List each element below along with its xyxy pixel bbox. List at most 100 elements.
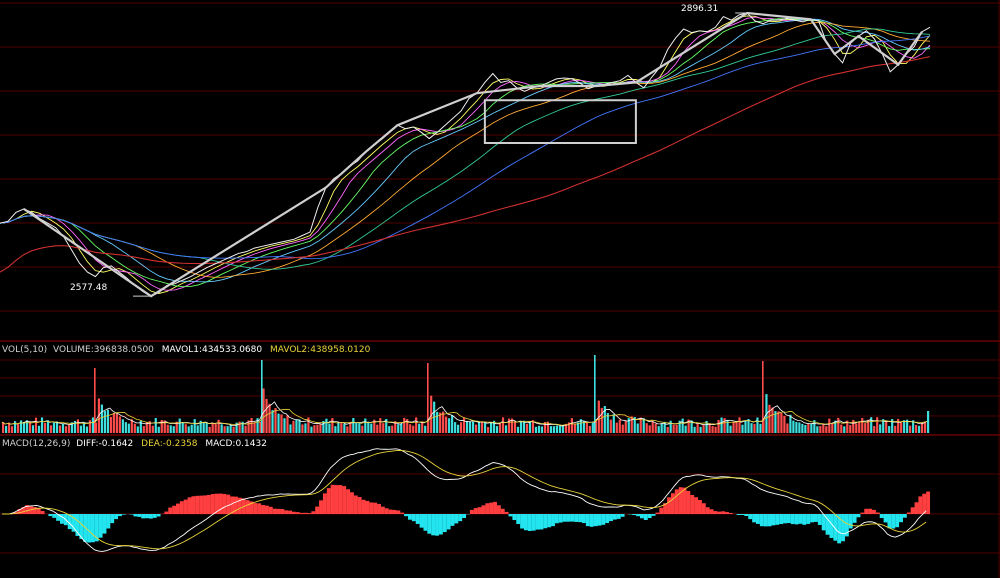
volume-bar — [753, 423, 756, 433]
price-line — [0, 12, 931, 297]
macd-histogram-bar — [551, 514, 555, 527]
consolidation-box — [483, 99, 637, 145]
macd-header: MACD(12,26,9) DIFF:-0.1642 DEA:-0.2358 M… — [2, 439, 267, 449]
macd-histogram-bar — [926, 491, 931, 514]
macd-histogram-bar — [605, 514, 610, 524]
macd-histogram-bar — [268, 506, 273, 514]
macd-histogram-bar — [276, 508, 281, 514]
volume-bar — [448, 418, 451, 433]
volume-bar — [678, 420, 681, 433]
volume-bar — [91, 417, 95, 433]
volume-bar — [909, 425, 912, 433]
macd-histogram-bar — [539, 514, 544, 530]
macd-histogram-bar — [790, 514, 795, 525]
svg-text:VOL(5,10) VOLUME:396838.: VOL(5,10) VOLUME:396838.0500 MAVOL1:4345… — [2, 345, 371, 355]
volume-bar — [651, 421, 654, 433]
volume-bar — [531, 420, 535, 433]
volume-bar — [759, 423, 762, 433]
volume-bar — [750, 423, 753, 433]
volume-bar — [795, 421, 798, 433]
volume-bar — [400, 423, 403, 433]
volume-bar — [879, 424, 882, 433]
macd-histogram-bar — [802, 514, 807, 525]
macd-histogram-bar — [21, 507, 26, 514]
volume-bar — [370, 423, 373, 433]
macd-histogram-bar — [427, 514, 432, 534]
volume-bar — [558, 425, 561, 433]
volume-bar — [82, 422, 86, 433]
macd-histogram-bar — [458, 514, 463, 522]
volume-bar — [582, 420, 585, 433]
macd-histogram-bar — [257, 503, 262, 514]
volume-bar — [492, 420, 496, 433]
dea-line — [1, 449, 927, 550]
volume-bar — [888, 426, 891, 433]
volume-bar — [771, 407, 774, 433]
macd-histogram-bar — [195, 495, 200, 514]
volume-bar — [238, 421, 241, 433]
volume-bar — [361, 425, 364, 433]
macd-histogram-bar — [508, 514, 513, 517]
macd-histogram-bar — [94, 514, 99, 542]
volume-bar — [576, 422, 579, 433]
macd-histogram-bar — [431, 514, 436, 536]
volume-bar — [28, 421, 32, 433]
macd-histogram-bar — [601, 514, 606, 525]
volume-bar — [52, 422, 56, 433]
macd-histogram-bar — [794, 514, 799, 525]
volume-spike-bar — [762, 361, 764, 433]
macd-histogram-bar — [663, 503, 668, 514]
volume-bar — [388, 426, 391, 433]
volume-bar — [894, 425, 897, 433]
macd-histogram-bar — [612, 514, 617, 520]
macd-histogram-bar — [52, 514, 57, 518]
volume-bar — [744, 420, 747, 433]
volume-bar — [768, 404, 771, 433]
volume-bar — [250, 417, 253, 433]
volume-bar — [70, 422, 74, 433]
macd-histogram-bar — [829, 514, 834, 538]
volume-bar — [876, 417, 879, 433]
volume-bar — [606, 413, 609, 433]
volume-bar — [864, 423, 867, 433]
macd-histogram-bar — [346, 489, 351, 514]
long-ma-line — [0, 56, 931, 273]
volume-bar — [337, 422, 340, 433]
macd-histogram-bar — [284, 510, 289, 514]
macd-histogram-bar — [400, 512, 405, 514]
volume-bar — [798, 422, 801, 433]
macd-histogram-bar — [110, 514, 115, 524]
volume-bar — [157, 426, 160, 433]
volume-bar — [253, 422, 256, 433]
volume-bar — [573, 423, 576, 433]
macd-histogram-bar — [717, 511, 722, 514]
macd-histogram-bar — [593, 514, 598, 527]
macd-histogram-bar — [752, 514, 757, 523]
volume-bar — [430, 395, 433, 433]
volume-bar — [187, 426, 190, 433]
volume-bar — [298, 419, 301, 433]
volume-bar — [498, 422, 502, 433]
volume-bar — [181, 422, 184, 433]
volume-bar — [322, 421, 325, 433]
ma36-line — [0, 35, 931, 260]
volume-bar — [172, 426, 175, 433]
vol-volume-label: VOLUME: — [53, 345, 94, 355]
volume-bar — [648, 425, 651, 433]
volume-bar — [49, 425, 53, 433]
volume-bar — [385, 418, 388, 433]
volume-bar — [591, 422, 594, 433]
macd-histogram-bar — [848, 514, 853, 529]
volume-bar — [265, 398, 268, 433]
volume-bar — [328, 423, 331, 433]
macd-histogram-bar — [87, 514, 91, 543]
volume-bar — [367, 421, 370, 433]
volume-bar — [735, 421, 738, 433]
volume-bar — [343, 423, 346, 433]
macd-histogram-bar — [17, 509, 22, 514]
macd-histogram-bar — [319, 500, 323, 514]
volume-bar — [244, 425, 247, 433]
volume-spike-bar — [427, 363, 429, 433]
macd-histogram-bar — [524, 514, 528, 531]
volume-bar — [145, 422, 148, 433]
